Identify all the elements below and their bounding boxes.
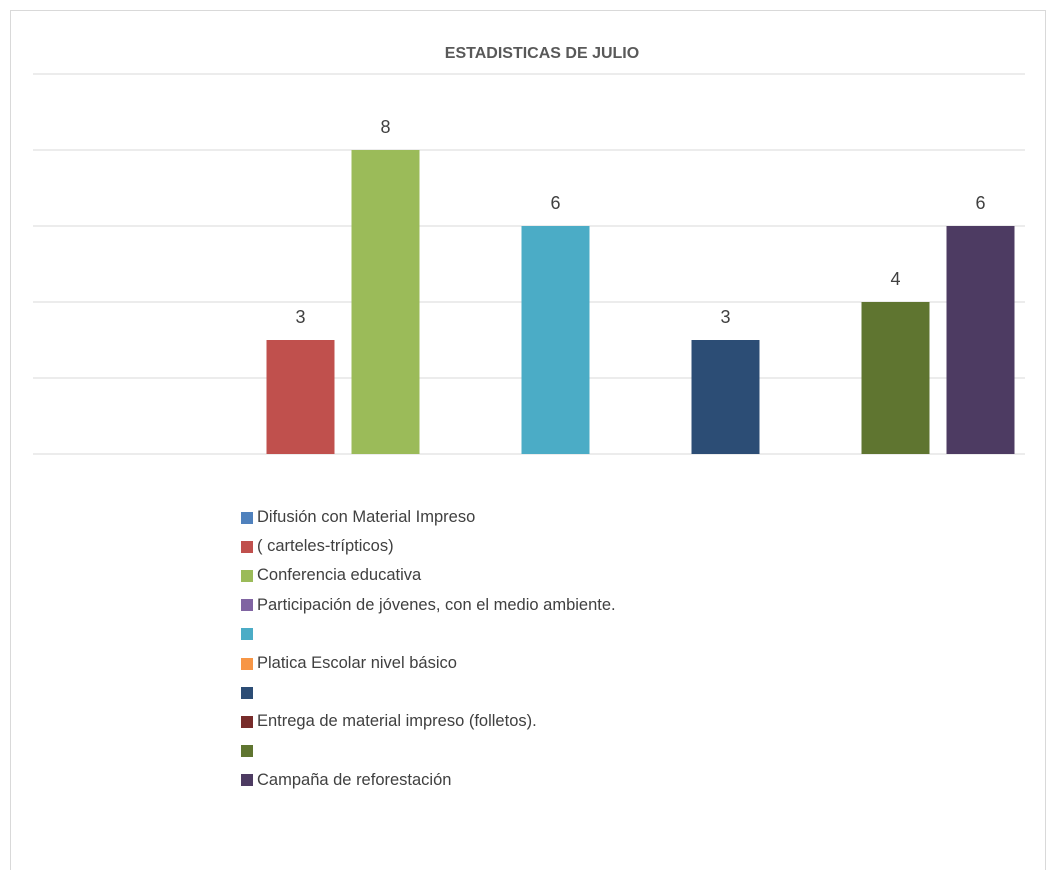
legend-label: Campaña de reforestación: [257, 770, 452, 789]
legend-item: Campaña de reforestación: [241, 766, 616, 795]
legend-item: Conferencia educativa: [241, 561, 616, 590]
legend-item: [241, 678, 616, 707]
bar-8: [861, 302, 930, 454]
bar-chart: ESTADISTICAS DE JULIO 3 8 6 3 4 6: [33, 45, 1025, 455]
bar-6: [691, 340, 760, 454]
bar-1: [266, 340, 335, 454]
legend-item: [241, 620, 616, 649]
legend-item: Platica Escolar nivel básico: [241, 649, 616, 678]
data-label-4: 6: [550, 193, 560, 213]
legend-item: ( carteles-trípticos): [241, 532, 616, 561]
legend: Difusión con Material Impreso ( carteles-…: [241, 503, 616, 795]
legend-swatch: [241, 599, 253, 612]
data-label-6: 3: [720, 307, 730, 327]
legend-item: Entrega de material impreso (folletos).: [241, 707, 616, 736]
chart-title: ESTADISTICAS DE JULIO: [445, 45, 639, 62]
data-label-1: 3: [295, 307, 305, 327]
bar-9: [946, 226, 1015, 454]
bar-4: [521, 226, 590, 454]
data-label-2: 8: [380, 117, 390, 137]
legend-label: Difusión con Material Impreso: [257, 508, 476, 527]
legend-label: Participación de jóvenes, con el medio a…: [257, 595, 616, 614]
legend-item: [241, 737, 616, 766]
legend-label: Entrega de material impreso (folletos).: [257, 712, 537, 731]
legend-swatch: [241, 657, 253, 670]
legend-swatch: [241, 511, 253, 524]
legend-swatch: [241, 628, 253, 641]
legend-swatch: [241, 540, 253, 553]
bars: [266, 150, 1015, 454]
data-labels: 3 8 6 3 4 6: [295, 117, 985, 327]
legend-label: ( carteles-trípticos): [257, 537, 394, 556]
legend-swatch: [241, 715, 253, 728]
legend-label: Conferencia educativa: [257, 566, 422, 585]
data-label-9: 6: [975, 193, 985, 213]
legend-item: Difusión con Material Impreso: [241, 503, 616, 532]
legend-swatch: [241, 686, 253, 699]
bar-2: [351, 150, 420, 454]
legend-item: Participación de jóvenes, con el medio a…: [241, 591, 616, 620]
legend-swatch: [241, 745, 253, 758]
chart-frame: ESTADISTICAS DE JULIO 3 8 6 3 4 6 Difusión co…: [10, 10, 1046, 870]
legend-swatch: [241, 569, 253, 582]
legend-swatch: [241, 774, 253, 787]
legend-label: Platica Escolar nivel básico: [257, 654, 457, 673]
data-label-8: 4: [890, 269, 900, 289]
